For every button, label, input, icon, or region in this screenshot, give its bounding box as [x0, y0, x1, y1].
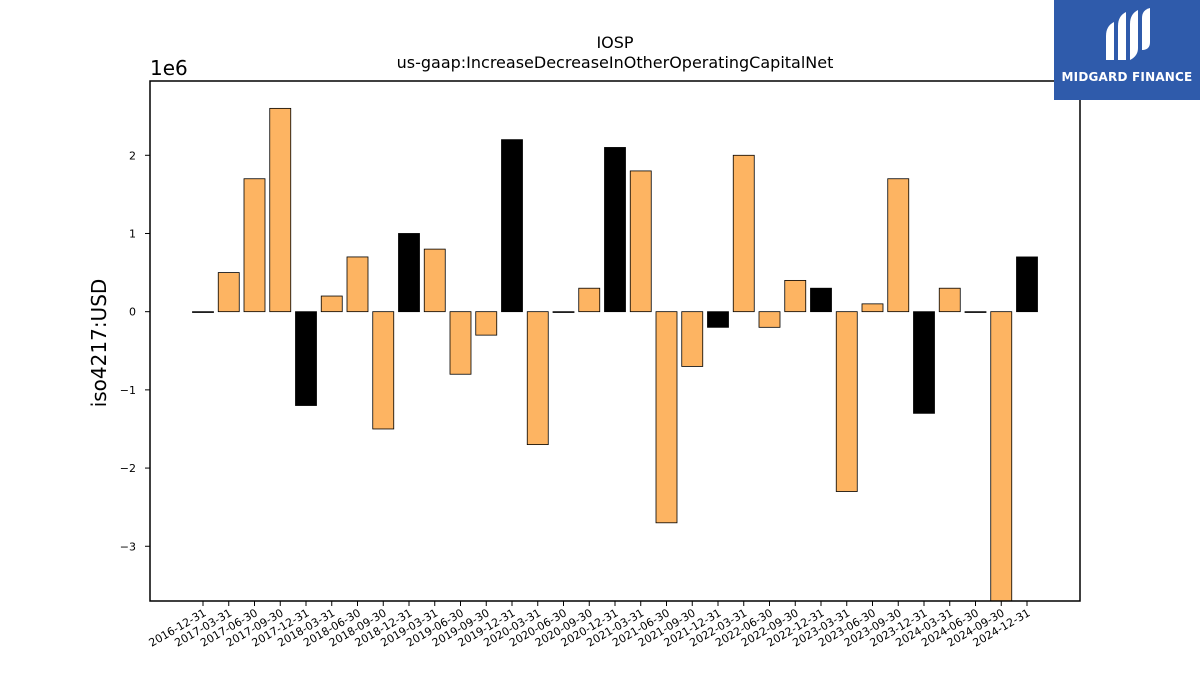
bar-2023-12-31 — [913, 311, 935, 414]
bar-2023-03-31 — [835, 311, 858, 492]
bar-2016-12-31 — [192, 311, 214, 313]
x-ticks-group: 2016-12-312017-03-312017-06-302017-09-30… — [147, 601, 1033, 650]
plot-frame — [149, 80, 1081, 602]
bar-2018-03-31 — [320, 295, 343, 313]
chart-title: IOSP — [596, 33, 633, 52]
bars-group — [192, 107, 1038, 602]
bar-2021-09-30 — [681, 311, 704, 367]
bar-2019-03-31 — [423, 248, 446, 313]
y-tick-label: 1 — [129, 227, 136, 240]
logo-text: MIDGARD FINANCE — [1061, 70, 1193, 84]
y-tick-label: 0 — [129, 306, 136, 319]
bar-2017-12-31 — [295, 311, 317, 406]
bar-2017-09-30 — [269, 107, 292, 313]
bar-2022-09-30 — [784, 279, 807, 313]
bar-2023-06-30 — [861, 303, 884, 313]
bar-2019-09-30 — [475, 311, 498, 336]
bar-2024-09-30 — [990, 311, 1013, 602]
bar-2020-06-30 — [552, 311, 575, 313]
bar-2019-06-30 — [449, 311, 472, 375]
bar-2020-12-31 — [604, 147, 626, 313]
bar-2018-06-30 — [346, 256, 369, 313]
bar-2020-09-30 — [578, 287, 601, 313]
bar-2022-06-30 — [758, 311, 781, 328]
y-multiplier-label: 1e6 — [150, 56, 188, 80]
bar-2022-03-31 — [732, 154, 755, 313]
bar-2018-09-30 — [372, 311, 395, 430]
logo-mark-icon — [1106, 8, 1150, 60]
y-axis-label: iso4217:USD — [87, 279, 111, 408]
midgard-finance-logo: MIDGARD FINANCE — [1054, 0, 1200, 100]
bar-2017-03-31 — [217, 272, 240, 313]
y-tick-label: −3 — [120, 540, 136, 553]
bar-2021-06-30 — [655, 311, 678, 524]
bar-2021-03-31 — [629, 170, 652, 313]
bar-2024-12-31 — [1016, 256, 1038, 313]
bar-2019-12-31 — [501, 139, 523, 313]
bar-2020-03-31 — [526, 311, 549, 446]
bar-2024-03-31 — [938, 287, 961, 313]
y-tick-label: −1 — [120, 384, 136, 397]
bar-2024-06-30 — [964, 311, 987, 313]
chart-subtitle: us-gaap:IncreaseDecreaseInOtherOperating… — [397, 53, 834, 72]
bar-2017-06-30 — [243, 178, 266, 313]
bar-2021-12-31 — [707, 311, 729, 328]
y-tick-label: −2 — [120, 462, 136, 475]
bar-2023-09-30 — [887, 178, 910, 313]
bar-2018-12-31 — [398, 233, 420, 313]
y-tick-label: 2 — [129, 149, 136, 162]
bar-2022-12-31 — [810, 287, 832, 313]
y-ticks-group: −3 −2 −1 0 1 2 — [120, 149, 150, 553]
